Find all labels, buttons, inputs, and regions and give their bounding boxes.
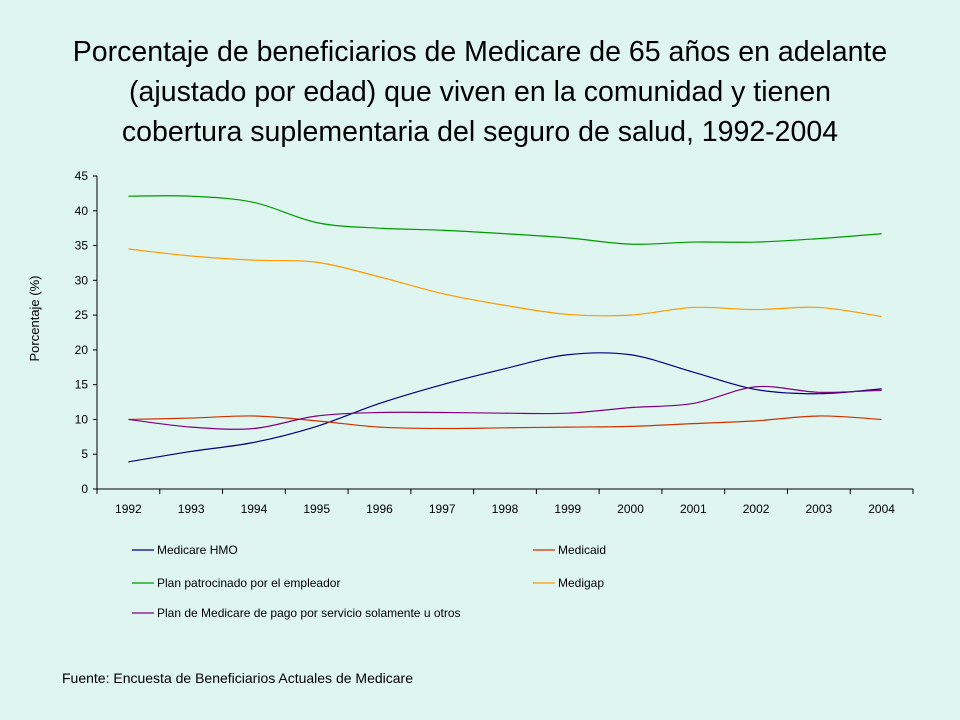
series-line-1 (128, 352, 882, 463)
y-tick-label: 35 (75, 239, 89, 253)
y-tick-label: 0 (81, 482, 88, 496)
x-tick-label: 2002 (743, 502, 770, 516)
x-tick-label: 1998 (492, 502, 519, 516)
legend-label: Medicare HMO (157, 543, 238, 557)
series-line-4 (128, 248, 882, 318)
x-tick-label: 1994 (241, 502, 268, 516)
legend-label: Medigap (558, 576, 604, 590)
y-tick-label: 30 (75, 273, 89, 287)
series-line-2 (128, 415, 882, 430)
x-tick-label: 2000 (617, 502, 644, 516)
source-note: Fuente: Encuesta de Beneficiarios Actual… (62, 670, 413, 686)
x-tick-label: 1992 (115, 502, 142, 516)
series-line-5 (128, 385, 882, 430)
y-tick-label: 10 (75, 412, 89, 426)
y-tick-label: 15 (75, 378, 89, 392)
y-tick-label: 5 (81, 447, 88, 461)
x-tick-label: 2003 (805, 502, 832, 516)
x-tick-label: 2001 (680, 502, 707, 516)
y-tick-label: 25 (75, 308, 89, 322)
x-tick-label: 2004 (868, 502, 895, 516)
chart-title: Porcentaje de beneficiarios de Medicare … (20, 32, 940, 152)
legend-label: Medicaid (558, 543, 606, 557)
y-tick-label: 45 (75, 169, 89, 183)
series-line-3 (128, 195, 882, 245)
x-tick-label: 1999 (554, 502, 581, 516)
x-tick-label: 1996 (366, 502, 393, 516)
title-line-2: (ajustado por edad) que viven en la comu… (129, 76, 831, 108)
legend-label: Plan de Medicare de pago por servicio so… (157, 606, 461, 620)
y-tick-label: 40 (75, 204, 89, 218)
y-tick-label: 20 (75, 343, 89, 357)
title-line-3: cobertura suplementaria del seguro de sa… (121, 116, 839, 148)
title-line-1: Porcentaje de beneficiarios de Medicare … (72, 36, 888, 68)
y-axis-label: Porcentaje (%) (27, 276, 42, 362)
x-tick-label: 1995 (303, 502, 330, 516)
legend-label: Plan patrocinado por el empleador (157, 576, 340, 590)
x-tick-label: 1997 (429, 502, 456, 516)
x-tick-label: 1993 (178, 502, 205, 516)
